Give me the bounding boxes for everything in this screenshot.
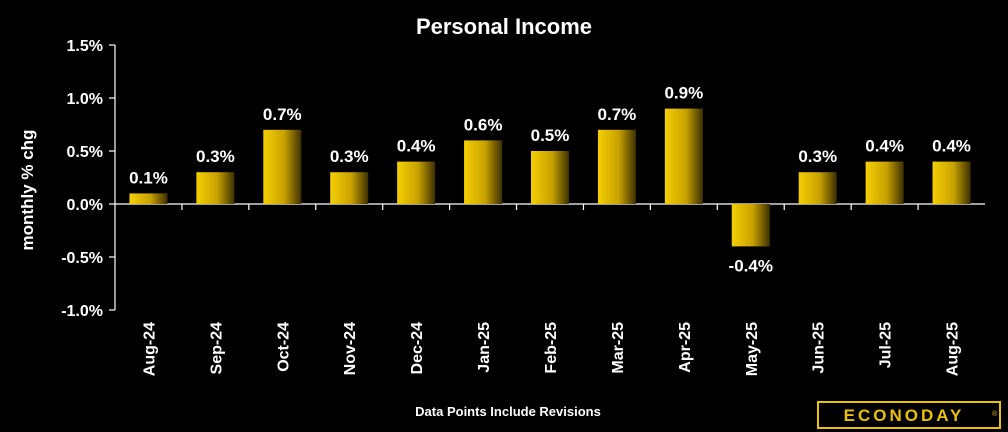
data-label: 0.4% (932, 137, 971, 156)
x-tick-label: Dec-24 (409, 322, 426, 375)
logo-frame (817, 401, 1001, 429)
data-label: -0.4% (729, 256, 773, 275)
logo-registered-mark: ® (992, 410, 998, 418)
x-tick-label: Oct-24 (275, 322, 292, 372)
bar (664, 108, 703, 204)
x-tick-label: Aug-24 (141, 322, 158, 376)
y-tick-label: 1.0% (67, 91, 103, 108)
y-tick-label: 0.5% (67, 144, 103, 161)
data-label: 0.6% (464, 115, 503, 134)
bar (932, 161, 971, 204)
data-label: 0.1% (129, 168, 168, 187)
plot-area: 1.5% 1.0% 0.5% 0.0% -0.5% -1.0% 0.1% Aug-24 0.3%… (61, 38, 985, 376)
bar (798, 172, 837, 204)
data-label: 0.4% (397, 137, 436, 156)
x-tick-label: Feb-25 (543, 322, 560, 374)
data-label: 0.7% (598, 105, 637, 124)
x-tick-label: Sep-24 (208, 322, 225, 375)
y-tick-label: 0.0% (67, 197, 103, 214)
data-label: 0.5% (531, 126, 570, 145)
bar (464, 140, 503, 204)
y-tick-label: -0.5% (61, 250, 103, 267)
bar (731, 204, 770, 247)
x-tick-label: May-25 (744, 322, 761, 376)
x-tick-label: Aug-25 (945, 322, 962, 376)
data-label: 0.9% (664, 84, 703, 103)
econoday-logo: ECONODAY ® (817, 401, 1001, 429)
x-tick-label: Jun-25 (811, 322, 828, 374)
x-tick-label: Jul-25 (878, 322, 895, 368)
x-tick-label: Jan-25 (476, 322, 493, 373)
bar (531, 151, 569, 204)
bar (196, 172, 235, 204)
x-tick-label: Apr-25 (677, 322, 694, 373)
footnote: Data Points Include Revisions (415, 404, 601, 419)
bar (129, 193, 168, 204)
data-label: 0.3% (798, 147, 837, 166)
bar (865, 161, 904, 204)
x-tick-label: Mar-25 (610, 322, 627, 374)
bar (263, 129, 302, 204)
x-tick-label: Nov-24 (342, 322, 359, 375)
data-label: 0.7% (263, 105, 302, 124)
chart-title: Personal Income (416, 14, 592, 39)
y-tick-label: -1.0% (61, 303, 103, 320)
bar (397, 161, 436, 204)
y-tick-label: 1.5% (67, 38, 103, 55)
logo-text: ECONODAY (844, 406, 965, 425)
data-label: 0.3% (196, 147, 235, 166)
data-label: 0.3% (330, 147, 369, 166)
data-label: 0.4% (865, 137, 904, 156)
bar (597, 129, 636, 204)
y-axis-label: monthly % chg (18, 130, 37, 251)
bar (330, 172, 369, 204)
